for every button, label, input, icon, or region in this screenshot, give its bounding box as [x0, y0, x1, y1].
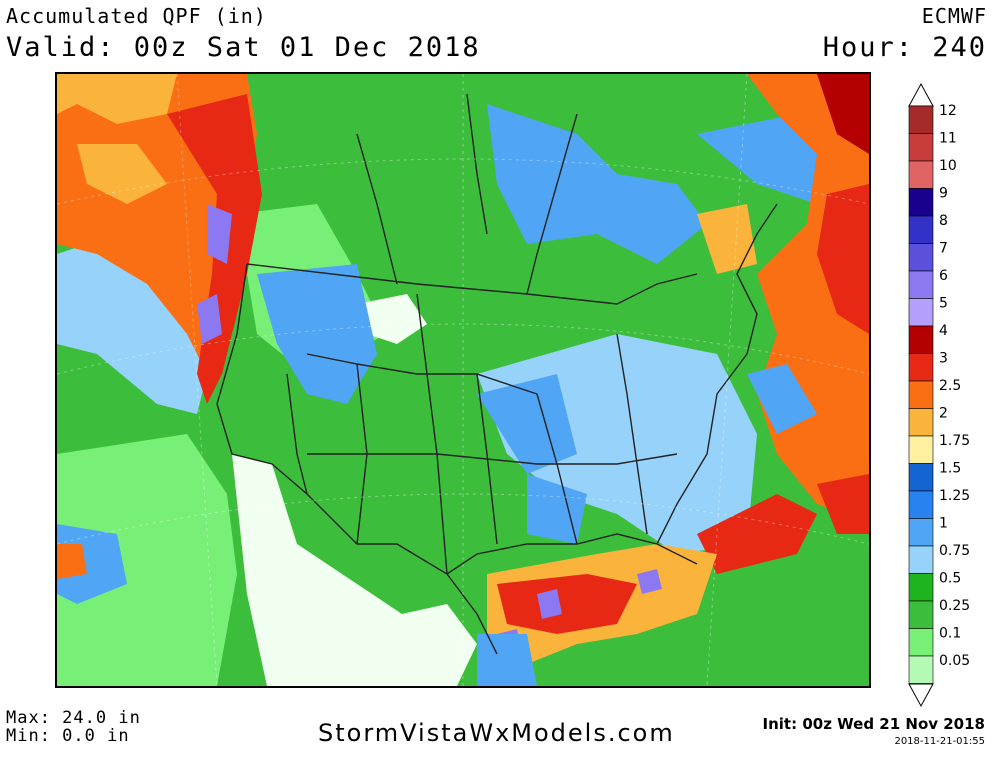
legend-label: 3 [939, 351, 948, 367]
legend-box [908, 573, 934, 602]
legend-label: 10 [939, 158, 957, 174]
precipitation-map [55, 72, 871, 688]
site-watermark: StormVistaWxModels.com [318, 719, 675, 747]
pacific-yellow-mid [77, 144, 167, 204]
atlantic-red-east [817, 474, 869, 534]
legend-box [908, 325, 934, 354]
newfoundland-yellow [697, 204, 757, 274]
legend-label: 0.05 [939, 653, 970, 669]
valid-time: Valid: 00z Sat 01 Dec 2018 [6, 32, 481, 63]
legend-labels: 12 11 10 9 8 7 6 5 4 3 2.5 2 1.75 1.5 1.25 1 0.75 0.5 0.25… [939, 103, 970, 669]
atlantic-red [817, 184, 869, 334]
gulf-purple [537, 589, 562, 619]
max-value: Max: 24.0 in [6, 708, 141, 728]
pacific-coast-purple [207, 204, 232, 264]
legend-label: 11 [939, 131, 957, 147]
legend-box [908, 628, 934, 657]
pacific-orange-south [57, 544, 87, 579]
legend-label: 7 [939, 241, 948, 257]
legend-label: 0.5 [939, 571, 961, 587]
mexico-gulf-blue [477, 634, 537, 686]
political-borders [216, 93, 778, 655]
legend-box [908, 408, 934, 437]
model-name: ECMWF [921, 4, 987, 28]
min-value: Min: 0.0 in [6, 726, 130, 746]
legend-box [908, 243, 934, 272]
pacific-yellow-north [57, 74, 177, 124]
legend-top-arrow [908, 82, 934, 107]
legend-box [908, 380, 934, 409]
legend-box [908, 270, 934, 299]
generation-timestamp: 2018-11-21-01:55 [894, 736, 985, 747]
map-graphic [57, 74, 869, 686]
legend-box [908, 435, 934, 464]
color-legend: 12 11 10 9 8 7 6 5 4 3 2.5 2 1.75 1.5 1.25 1 0.75 0.5 0.25… [908, 82, 970, 708]
map-title: Accumulated QPF (in) [6, 4, 267, 28]
legend-label: 12 [939, 103, 957, 119]
graticule [57, 74, 869, 686]
init-time: Init: 00z Wed 21 Nov 2018 [762, 715, 985, 733]
legend-label: 0.75 [939, 543, 970, 559]
legend-box [908, 463, 934, 492]
legend-box [908, 188, 934, 217]
oregon-purple [197, 294, 222, 344]
legend-label: 0.1 [939, 626, 961, 642]
legend-box [908, 353, 934, 382]
legend-box [908, 133, 934, 162]
legend-label: 1.5 [939, 461, 961, 477]
legend-bottom-arrow [908, 683, 934, 708]
atlantic-red-south [697, 494, 817, 574]
canada-blue [487, 104, 707, 264]
legend-label: 1.25 [939, 488, 970, 504]
florida-purple [637, 569, 662, 594]
legend-label: 1 [939, 516, 948, 532]
northwest-blue [257, 264, 377, 404]
legend-box [908, 545, 934, 574]
legend-box [908, 298, 934, 327]
legend-box [908, 105, 934, 134]
forecast-hour: Hour: 240 [822, 32, 987, 63]
legend-label: 2 [939, 406, 948, 422]
legend-box [908, 160, 934, 189]
pacific-light-green [57, 434, 237, 686]
legend-box [908, 655, 934, 684]
legend-box [908, 518, 934, 547]
atlantic-dark-red-north [817, 74, 869, 154]
legend-box [908, 490, 934, 519]
legend-label: 6 [939, 268, 948, 284]
legend-label: 4 [939, 323, 948, 339]
legend-color-boxes [908, 105, 934, 684]
legend-label: 9 [939, 186, 948, 202]
dry-region-plains [357, 294, 427, 344]
legend-box [908, 600, 934, 629]
legend-box [908, 215, 934, 244]
legend-label: 2.5 [939, 378, 961, 394]
legend-label: 5 [939, 296, 948, 312]
legend-label: 0.25 [939, 598, 970, 614]
dry-region-southwest [232, 454, 477, 686]
atlantic-blue-mid [747, 364, 817, 434]
legend-label: 1.75 [939, 433, 970, 449]
gulf-red [497, 574, 637, 634]
legend-label: 8 [939, 213, 948, 229]
